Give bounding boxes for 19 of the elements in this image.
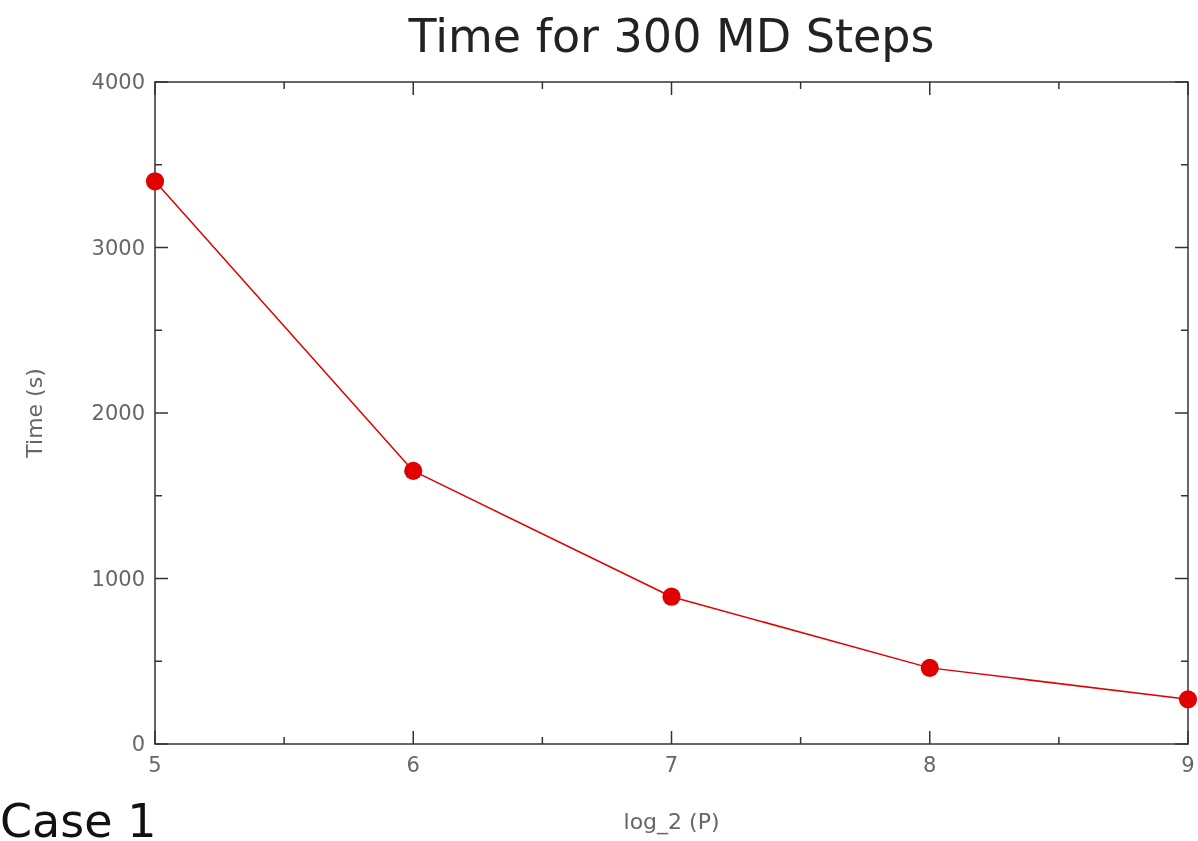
x-tick-label: 7 — [664, 753, 679, 777]
y-axis-title: Time (s) — [22, 368, 47, 459]
point — [1178, 690, 1198, 709]
y-tick-label: 1000 — [91, 566, 145, 591]
point — [404, 461, 423, 480]
x-axis-title: log_2 (P) — [623, 809, 720, 835]
point — [145, 172, 165, 191]
point — [662, 587, 681, 606]
text: Case 1 — [0, 794, 157, 841]
y-tick-label: 3000 — [91, 235, 145, 260]
point — [920, 658, 939, 677]
y-tick-label: 0 — [131, 732, 145, 756]
chart-title: Time for 300 MD Steps — [407, 9, 935, 63]
x-tick-label: 6 — [406, 753, 420, 777]
y-tick-label: 4000 — [91, 70, 145, 94]
x-tick-label: 5 — [148, 753, 162, 777]
y-tick-label: 2000 — [91, 401, 145, 425]
x-tick-label: 8 — [923, 753, 937, 777]
x-tick-label: 9 — [1181, 753, 1195, 777]
